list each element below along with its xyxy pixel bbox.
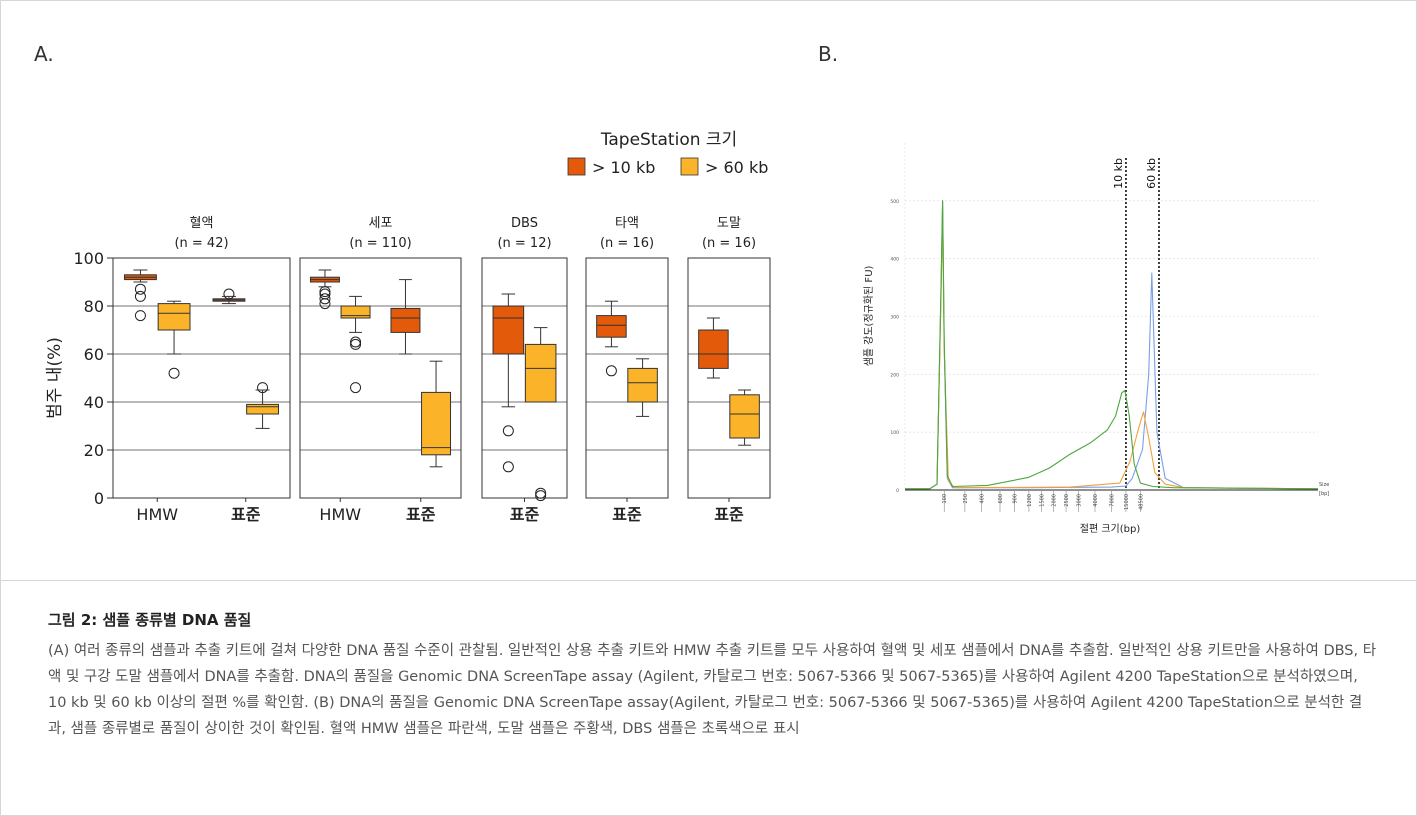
legend-label-60kb: > 60 kb: [705, 158, 768, 177]
b-x-tick-label: 400: [979, 494, 985, 504]
group-n: (n = 42): [174, 236, 228, 251]
b-x-axis-label: 절편 크기(bp): [1080, 522, 1141, 535]
b-y-tick-label: 100: [890, 430, 899, 436]
outlier-point: [134, 310, 146, 322]
legend-title: TapeStation 크기: [600, 130, 737, 150]
outlier-point: [319, 286, 331, 298]
x-tick-label: HMW: [136, 505, 178, 524]
group-title: 세포: [369, 216, 393, 231]
group-title: 혈액: [190, 216, 214, 231]
y-tick-label: 100: [73, 249, 104, 268]
outlier-point: [502, 461, 514, 473]
box: [390, 307, 421, 333]
box: [492, 305, 525, 355]
outlier-point: [535, 487, 547, 499]
b-x-tick-label: 1500: [1039, 494, 1045, 507]
b-y-axis-label: 샘플 강도(정규화된 FU): [863, 265, 875, 366]
legend-swatch-10kb: [567, 157, 586, 176]
x-tick-label: 표준: [406, 505, 436, 524]
b-x-tick-label: 4000: [1093, 494, 1099, 507]
x-tick-label: HMW: [319, 505, 361, 524]
group-title: DBS: [511, 216, 538, 231]
box: [524, 343, 557, 403]
b-series-line-green: [905, 200, 1319, 490]
y-axis-label: 범주 내(%): [45, 337, 65, 419]
b-y-tick-label: 400: [890, 257, 899, 263]
x-tick-label: 표준: [612, 505, 642, 524]
caption-body: (A) 여러 종류의 샘플과 추출 키트에 걸쳐 다양한 DNA 품질 수준이 …: [48, 643, 1377, 737]
group-title: 도말: [717, 216, 741, 231]
box: [340, 305, 371, 319]
outlier-point: [535, 490, 547, 502]
box: [246, 403, 279, 415]
legend-label-10kb: > 10 kb: [592, 158, 655, 177]
y-tick-label: 20: [84, 441, 104, 460]
outlier-point: [134, 283, 146, 295]
box: [157, 303, 191, 331]
group-title: 타액: [615, 216, 639, 231]
facet-frame: [687, 257, 771, 499]
x-tick-label: 표준: [510, 505, 540, 524]
b-size-label: Size: [1319, 482, 1329, 488]
outlier-point: [168, 367, 180, 379]
b-x-tick-label: 2000: [1052, 494, 1058, 507]
panel-label-a: A.: [34, 42, 54, 66]
x-tick-label: 표준: [231, 505, 261, 524]
outlier-point: [134, 290, 146, 302]
facet-frame: [299, 257, 462, 499]
outlier-point: [319, 293, 331, 305]
b-y-tick-label: 200: [890, 372, 899, 378]
outlier-point: [350, 382, 362, 394]
outlier-point: [257, 382, 269, 394]
b-y-tick-label: 500: [890, 199, 899, 205]
b-marker-label: 10 kb: [1112, 158, 1125, 189]
box: [421, 391, 452, 456]
b-y-tick-label: 0: [896, 488, 899, 494]
b-series-line-blue: [905, 200, 1319, 490]
caption-title: 그림 2: 샘플 종류별 DNA 품질: [48, 611, 252, 629]
y-tick-label: 80: [84, 297, 104, 316]
group-n: (n = 16): [600, 236, 654, 251]
outlier-point: [605, 365, 617, 377]
panel-label-b: B.: [818, 42, 839, 66]
b-x-tick-label: 15000: [1124, 494, 1130, 510]
b-x-tick-label: 100: [942, 494, 948, 504]
group-n: (n = 16): [702, 236, 756, 251]
outlier-point: [223, 288, 235, 300]
facet-frame: [112, 257, 291, 499]
y-tick-label: 40: [84, 393, 104, 412]
b-x-tick-label: 7000: [1110, 494, 1116, 507]
box: [596, 315, 627, 338]
b-x-tick-label: 600: [998, 494, 1004, 504]
b-x-tick-label: 2500: [1064, 494, 1070, 507]
caption-divider: [1, 580, 1416, 581]
group-n: (n = 110): [349, 236, 411, 251]
group-n: (n = 12): [497, 236, 551, 251]
box: [698, 329, 729, 369]
box: [627, 367, 658, 403]
b-unit-label: [bp]: [1319, 491, 1329, 497]
y-tick-label: 0: [94, 489, 104, 508]
outlier-point: [350, 338, 362, 350]
b-x-tick-label: 250: [963, 494, 969, 504]
b-x-tick-label: 48500: [1138, 494, 1144, 510]
b-marker-label: 60 kb: [1145, 158, 1158, 189]
b-x-tick-label: 1200: [1027, 494, 1033, 507]
outlier-point: [319, 298, 331, 310]
legend-swatch-60kb: [680, 157, 699, 176]
x-tick-label: 표준: [714, 505, 744, 524]
box: [729, 394, 760, 439]
caption: 그림 2: 샘플 종류별 DNA 품질 (A) 여러 종류의 샘플과 추출 키트…: [48, 609, 1378, 742]
b-x-tick-label: 3000: [1076, 494, 1082, 507]
outlier-point: [350, 336, 362, 348]
outlier-point: [502, 425, 514, 437]
b-x-tick-label: 900: [1012, 494, 1018, 504]
b-series-line-orange: [905, 206, 1319, 490]
figure-svg: TapeStation 크기 > 10 kb > 60 kb 범주 내(%) 0 20 40…: [45, 130, 1329, 535]
b-y-tick-label: 300: [890, 315, 899, 321]
y-tick-label: 60: [84, 345, 104, 364]
